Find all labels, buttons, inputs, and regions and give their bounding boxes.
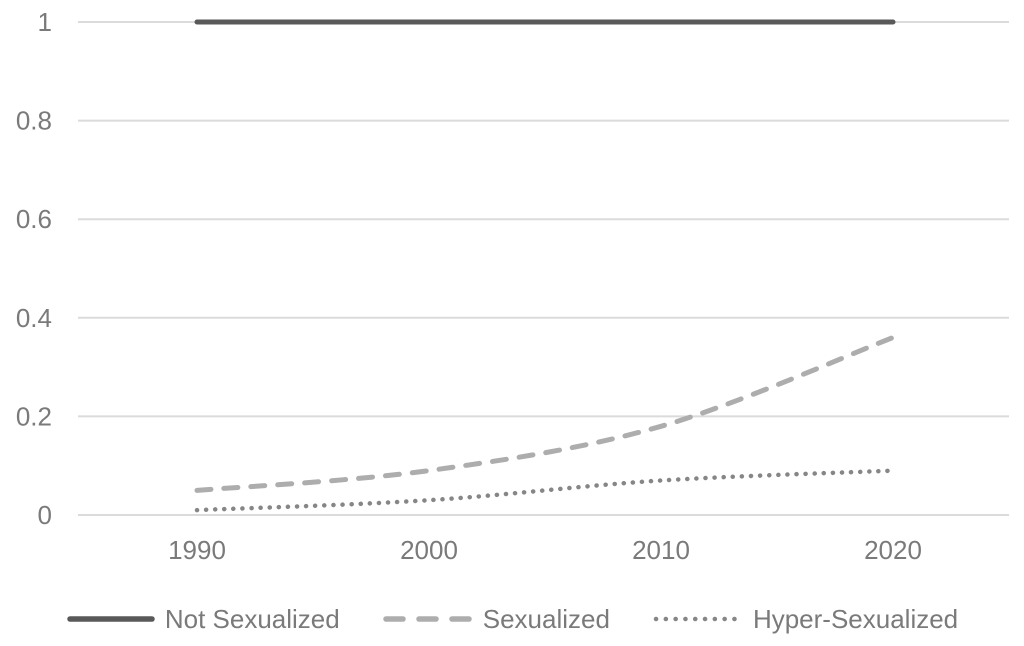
legend-label: Not Sexualized bbox=[164, 604, 340, 634]
y-tick-label: 0 bbox=[38, 500, 52, 530]
legend-item-hyper-sexualized: Hyper-Sexualized bbox=[652, 606, 958, 632]
gridlines bbox=[78, 21, 1009, 516]
legend-label: Sexualized bbox=[482, 604, 610, 634]
legend-item-not-sexualized: Not Sexualized bbox=[66, 606, 340, 632]
dotted-line-swatch-icon bbox=[653, 616, 743, 622]
x-tick-label: 1990 bbox=[168, 535, 226, 565]
y-axis-tick-labels: 0 0.2 0.4 0.6 0.8 1 bbox=[16, 7, 52, 530]
y-tick-label: 0.6 bbox=[16, 204, 52, 234]
legend-item-sexualized: Sexualized bbox=[382, 606, 610, 632]
y-tick-label: 0.8 bbox=[16, 106, 52, 136]
legend-label: Hyper-Sexualized bbox=[752, 604, 959, 634]
x-tick-label: 2020 bbox=[864, 535, 922, 565]
series-line-sexualized bbox=[194, 335, 896, 493]
y-tick-label: 0.4 bbox=[16, 303, 52, 333]
legend: Not Sexualized Sexualized Hyper-Sexualiz… bbox=[0, 598, 1024, 640]
plot-area: 0 0.2 0.4 0.6 0.8 1 1990 2000 2010 2020 bbox=[16, 7, 1009, 565]
dashed-line-swatch-icon bbox=[382, 616, 473, 622]
series-lines bbox=[194, 19, 896, 513]
series-line-hyper-sexualized bbox=[194, 468, 896, 513]
y-tick-label: 0.2 bbox=[16, 401, 52, 431]
y-tick-label: 1 bbox=[38, 7, 52, 37]
x-axis-tick-labels: 1990 2000 2010 2020 bbox=[168, 535, 922, 565]
x-tick-label: 2010 bbox=[632, 535, 690, 565]
x-tick-label: 2000 bbox=[400, 535, 458, 565]
solid-line-swatch-icon bbox=[67, 616, 155, 622]
